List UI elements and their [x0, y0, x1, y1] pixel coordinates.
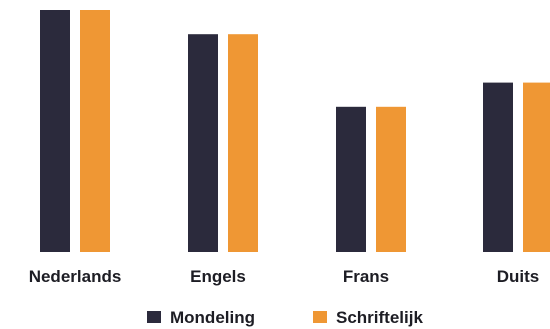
category-label-frans: Frans [343, 267, 389, 286]
legend: Mondeling Schriftelijk [147, 308, 423, 327]
bar-duits-schriftelijk [523, 82, 550, 252]
bars-group [40, 10, 550, 253]
bar-frans-mondeling [336, 106, 366, 252]
legend-swatch-mondeling [147, 311, 161, 323]
category-label-nederlands: Nederlands [29, 267, 122, 286]
category-label-engels: Engels [190, 267, 246, 286]
category-labels: Nederlands Engels Frans Duits [29, 267, 540, 286]
bar-frans-schriftelijk [376, 106, 406, 252]
legend-label-mondeling: Mondeling [170, 308, 255, 327]
bar-engels-mondeling [188, 34, 218, 253]
legend-swatch-schriftelijk [313, 311, 327, 323]
bar-nederlands-mondeling [40, 10, 70, 252]
bar-nederlands-schriftelijk [80, 10, 110, 252]
legend-label-schriftelijk: Schriftelijk [336, 308, 423, 327]
bar-duits-mondeling [483, 82, 513, 252]
category-label-duits: Duits [497, 267, 540, 286]
bar-engels-schriftelijk [228, 34, 258, 253]
